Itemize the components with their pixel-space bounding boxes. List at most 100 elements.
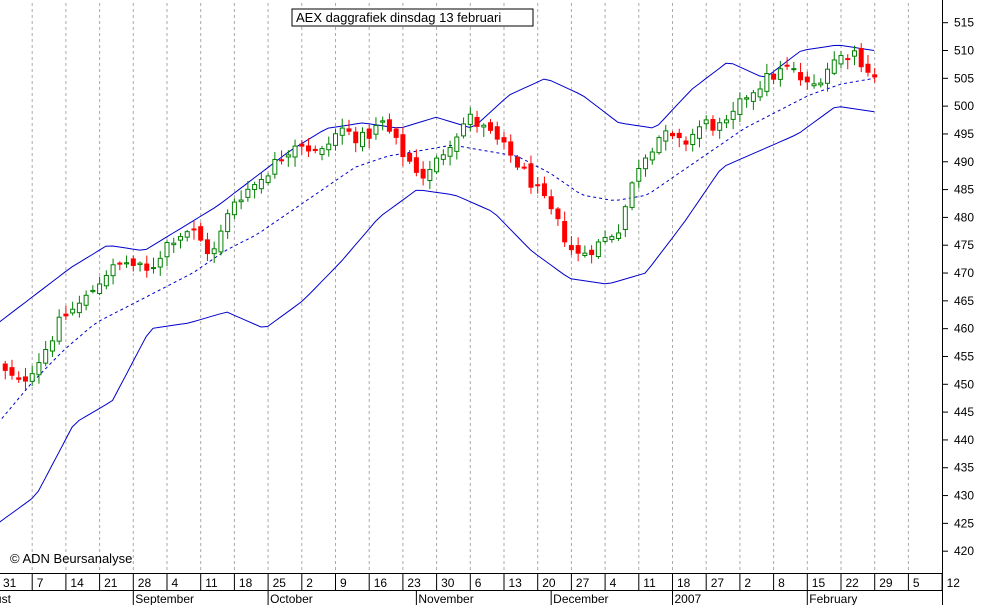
candle-body — [676, 132, 682, 139]
x-month-label: August — [0, 592, 12, 605]
candle — [184, 229, 190, 242]
y-tick-label: 495 — [954, 127, 974, 141]
candle — [703, 115, 709, 130]
candle-body — [171, 242, 177, 246]
candle-body — [589, 249, 595, 256]
candle-body — [312, 148, 318, 152]
candle — [872, 67, 878, 83]
candle-body — [9, 367, 15, 376]
x-day-label: 20 — [542, 576, 556, 590]
candle — [636, 160, 642, 189]
candle-body — [319, 148, 325, 155]
y-tick-label: 460 — [954, 322, 974, 336]
candle-body — [292, 145, 298, 158]
y-tick-label: 505 — [954, 71, 974, 85]
y-tick-label: 475 — [954, 238, 974, 252]
x-day-label: 28 — [138, 576, 152, 590]
candle — [818, 78, 824, 88]
candle — [231, 198, 237, 220]
candle — [575, 237, 581, 262]
candle-body — [609, 236, 615, 241]
x-day-label: 27 — [711, 576, 725, 590]
candle — [447, 140, 453, 166]
x-day-label: 4 — [610, 576, 617, 590]
candle-body — [231, 201, 237, 216]
candle-body — [865, 63, 871, 73]
candle-body — [252, 184, 258, 190]
candle — [97, 276, 103, 296]
candle-body — [696, 126, 702, 139]
x-day-label: 27 — [576, 576, 590, 590]
candle-body — [521, 166, 527, 169]
candle — [151, 257, 157, 274]
candle-body — [177, 236, 183, 241]
candle — [481, 123, 487, 137]
candle — [211, 241, 217, 263]
y-tick-label: 425 — [954, 516, 974, 530]
x-day-label: 5 — [913, 576, 920, 590]
candle-body — [191, 228, 197, 231]
candle-body — [346, 128, 352, 132]
candle — [103, 270, 109, 290]
candle-body — [730, 110, 736, 120]
candle — [2, 360, 8, 380]
candle-body — [764, 73, 770, 92]
candle — [49, 336, 55, 357]
candle-body — [461, 123, 467, 137]
candle-body — [204, 239, 210, 255]
candle — [791, 61, 797, 73]
x-day-label: 21 — [104, 576, 118, 590]
candle-body — [737, 98, 743, 115]
candle — [191, 220, 197, 240]
x-day-label: 31 — [3, 576, 17, 590]
candle — [562, 211, 568, 247]
x-day-label: 2 — [744, 576, 751, 590]
candle-body — [386, 119, 392, 132]
candle — [171, 237, 177, 254]
candle-body — [272, 159, 278, 175]
candle-body — [144, 263, 150, 271]
y-tick-label: 470 — [954, 266, 974, 280]
candle-body — [434, 157, 440, 173]
candle-body — [306, 145, 312, 152]
candle — [838, 50, 844, 69]
x-day-label: 14 — [70, 576, 84, 590]
y-tick-label: 445 — [954, 405, 974, 419]
candle-body — [474, 116, 480, 127]
candle — [56, 309, 62, 345]
x-day-label: 25 — [273, 576, 287, 590]
candle — [110, 258, 116, 285]
candle-body — [514, 156, 520, 168]
candle — [218, 224, 224, 256]
candle-body — [683, 140, 689, 145]
candle-body — [359, 131, 365, 148]
candle — [521, 162, 527, 170]
candle — [306, 138, 312, 157]
candle-body — [258, 179, 264, 190]
candle-body — [117, 262, 123, 265]
x-month-label: October — [270, 592, 313, 605]
x-day-label: 7 — [37, 576, 44, 590]
candle-body — [380, 120, 386, 123]
candle-body — [494, 126, 500, 140]
candle-body — [353, 131, 359, 144]
candle-body — [723, 119, 729, 124]
candle — [124, 255, 130, 268]
candle-body — [818, 82, 824, 86]
candle-body — [164, 241, 170, 258]
candle — [386, 113, 392, 134]
candle-body — [744, 97, 750, 100]
candle-body — [427, 168, 433, 182]
x-month-label: September — [135, 592, 194, 605]
candle — [757, 81, 763, 102]
candle-body — [582, 252, 588, 256]
candle-body — [299, 143, 305, 147]
candle — [279, 150, 285, 165]
y-tick-label: 485 — [954, 183, 974, 197]
candle-body — [16, 377, 22, 380]
candle — [555, 207, 561, 226]
candle — [326, 136, 332, 157]
x-month-label: November — [418, 592, 473, 605]
y-tick-label: 515 — [954, 16, 974, 30]
